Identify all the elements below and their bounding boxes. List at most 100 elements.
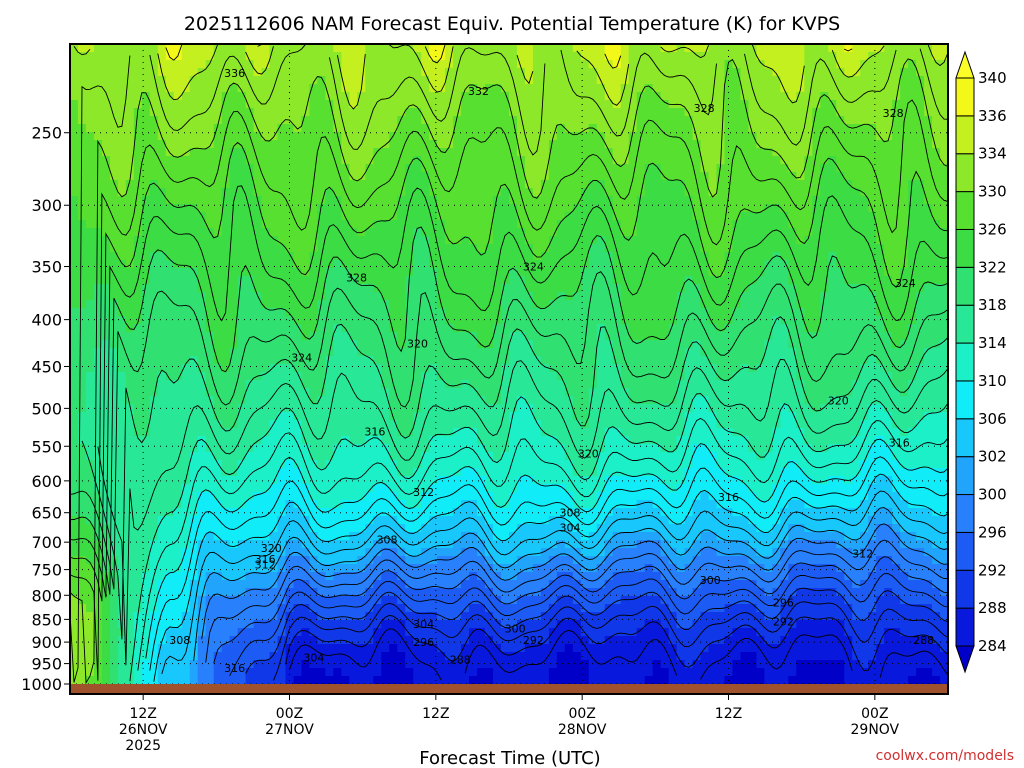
field-cell [213, 284, 223, 293]
field-cell [373, 412, 382, 421]
field-cell [101, 84, 111, 93]
field-cell [540, 356, 550, 365]
field-cell [381, 500, 390, 509]
field-cell [429, 124, 438, 133]
field-cell [373, 604, 382, 613]
field-cell [365, 316, 374, 325]
field-cell [157, 468, 167, 477]
field-cell [429, 156, 438, 165]
field-cell [229, 356, 239, 365]
field-cell [189, 140, 199, 149]
field-cell [421, 148, 430, 157]
field-cell [301, 204, 311, 213]
field-cell [133, 636, 143, 645]
field-cell [405, 140, 414, 149]
field-cell [77, 180, 87, 189]
field-cell [357, 68, 366, 77]
field-cell [548, 100, 558, 109]
field-cell [524, 588, 534, 597]
field-cell [269, 76, 279, 85]
field-cell [405, 588, 414, 597]
field-cell [157, 140, 167, 149]
field-cell [341, 108, 350, 117]
field-cell [373, 372, 382, 381]
field-cell [405, 92, 414, 101]
field-cell [85, 164, 95, 173]
field-cell [149, 76, 159, 85]
field-cell [309, 52, 319, 61]
field-cell [477, 428, 486, 437]
field-cell [189, 188, 199, 197]
field-cell [453, 668, 462, 677]
field-cell [85, 404, 95, 413]
field-cell [93, 364, 103, 373]
field-cell [516, 52, 526, 61]
field-cell [229, 620, 239, 629]
field-cell [516, 492, 526, 501]
field-cell [133, 532, 143, 541]
field-cell [469, 604, 478, 613]
field-cell [117, 452, 127, 461]
field-cell [477, 452, 486, 461]
field-cell [453, 340, 462, 349]
field-cell [157, 156, 167, 165]
field-cell [349, 236, 358, 245]
field-cell [245, 284, 255, 293]
field-cell [556, 356, 566, 365]
field-cell [173, 148, 183, 157]
field-cell [373, 572, 382, 581]
field-cell [397, 572, 406, 581]
field-cell [237, 188, 247, 197]
field-cell [70, 356, 79, 365]
field-cell [157, 644, 167, 653]
field-cell [221, 204, 231, 213]
field-cell [85, 236, 95, 245]
field-cell [516, 116, 526, 125]
field-cell [405, 532, 414, 541]
field-cell [205, 348, 215, 357]
field-cell [556, 188, 566, 197]
field-cell [173, 476, 183, 485]
field-cell [293, 444, 303, 453]
field-cell [373, 340, 382, 349]
field-cell [413, 60, 422, 69]
field-cell [469, 660, 478, 669]
field-cell [70, 508, 79, 517]
field-cell [101, 244, 111, 253]
field-cell [261, 68, 271, 77]
field-cell [165, 292, 175, 301]
field-cell [429, 628, 438, 637]
field-cell [453, 388, 462, 397]
field-cell [77, 252, 87, 261]
field-cell [325, 228, 334, 237]
field-cell [197, 116, 207, 125]
field-cell [277, 52, 287, 61]
field-cell [125, 372, 135, 381]
field-cell [277, 604, 287, 613]
field-cell [325, 436, 334, 445]
field-cell [501, 308, 510, 317]
field-cell [125, 68, 135, 77]
field-cell [389, 292, 398, 301]
field-cell [516, 164, 526, 173]
field-cell [85, 356, 95, 365]
field-cell [341, 588, 350, 597]
field-cell [461, 300, 470, 309]
field-cell [237, 668, 247, 677]
field-cell [477, 252, 486, 261]
field-cell [564, 212, 574, 221]
field-cell [269, 356, 279, 365]
field-cell [317, 76, 327, 85]
field-cell [349, 572, 358, 581]
field-cell [317, 372, 327, 381]
field-cell [101, 300, 111, 309]
field-cell [540, 68, 550, 77]
field-cell [181, 212, 191, 221]
field-cell [101, 396, 111, 405]
field-cell [429, 636, 438, 645]
field-cell [181, 628, 191, 637]
field-cell [125, 356, 135, 365]
field-cell [389, 108, 398, 117]
field-cell [333, 420, 342, 429]
field-cell [237, 348, 247, 357]
